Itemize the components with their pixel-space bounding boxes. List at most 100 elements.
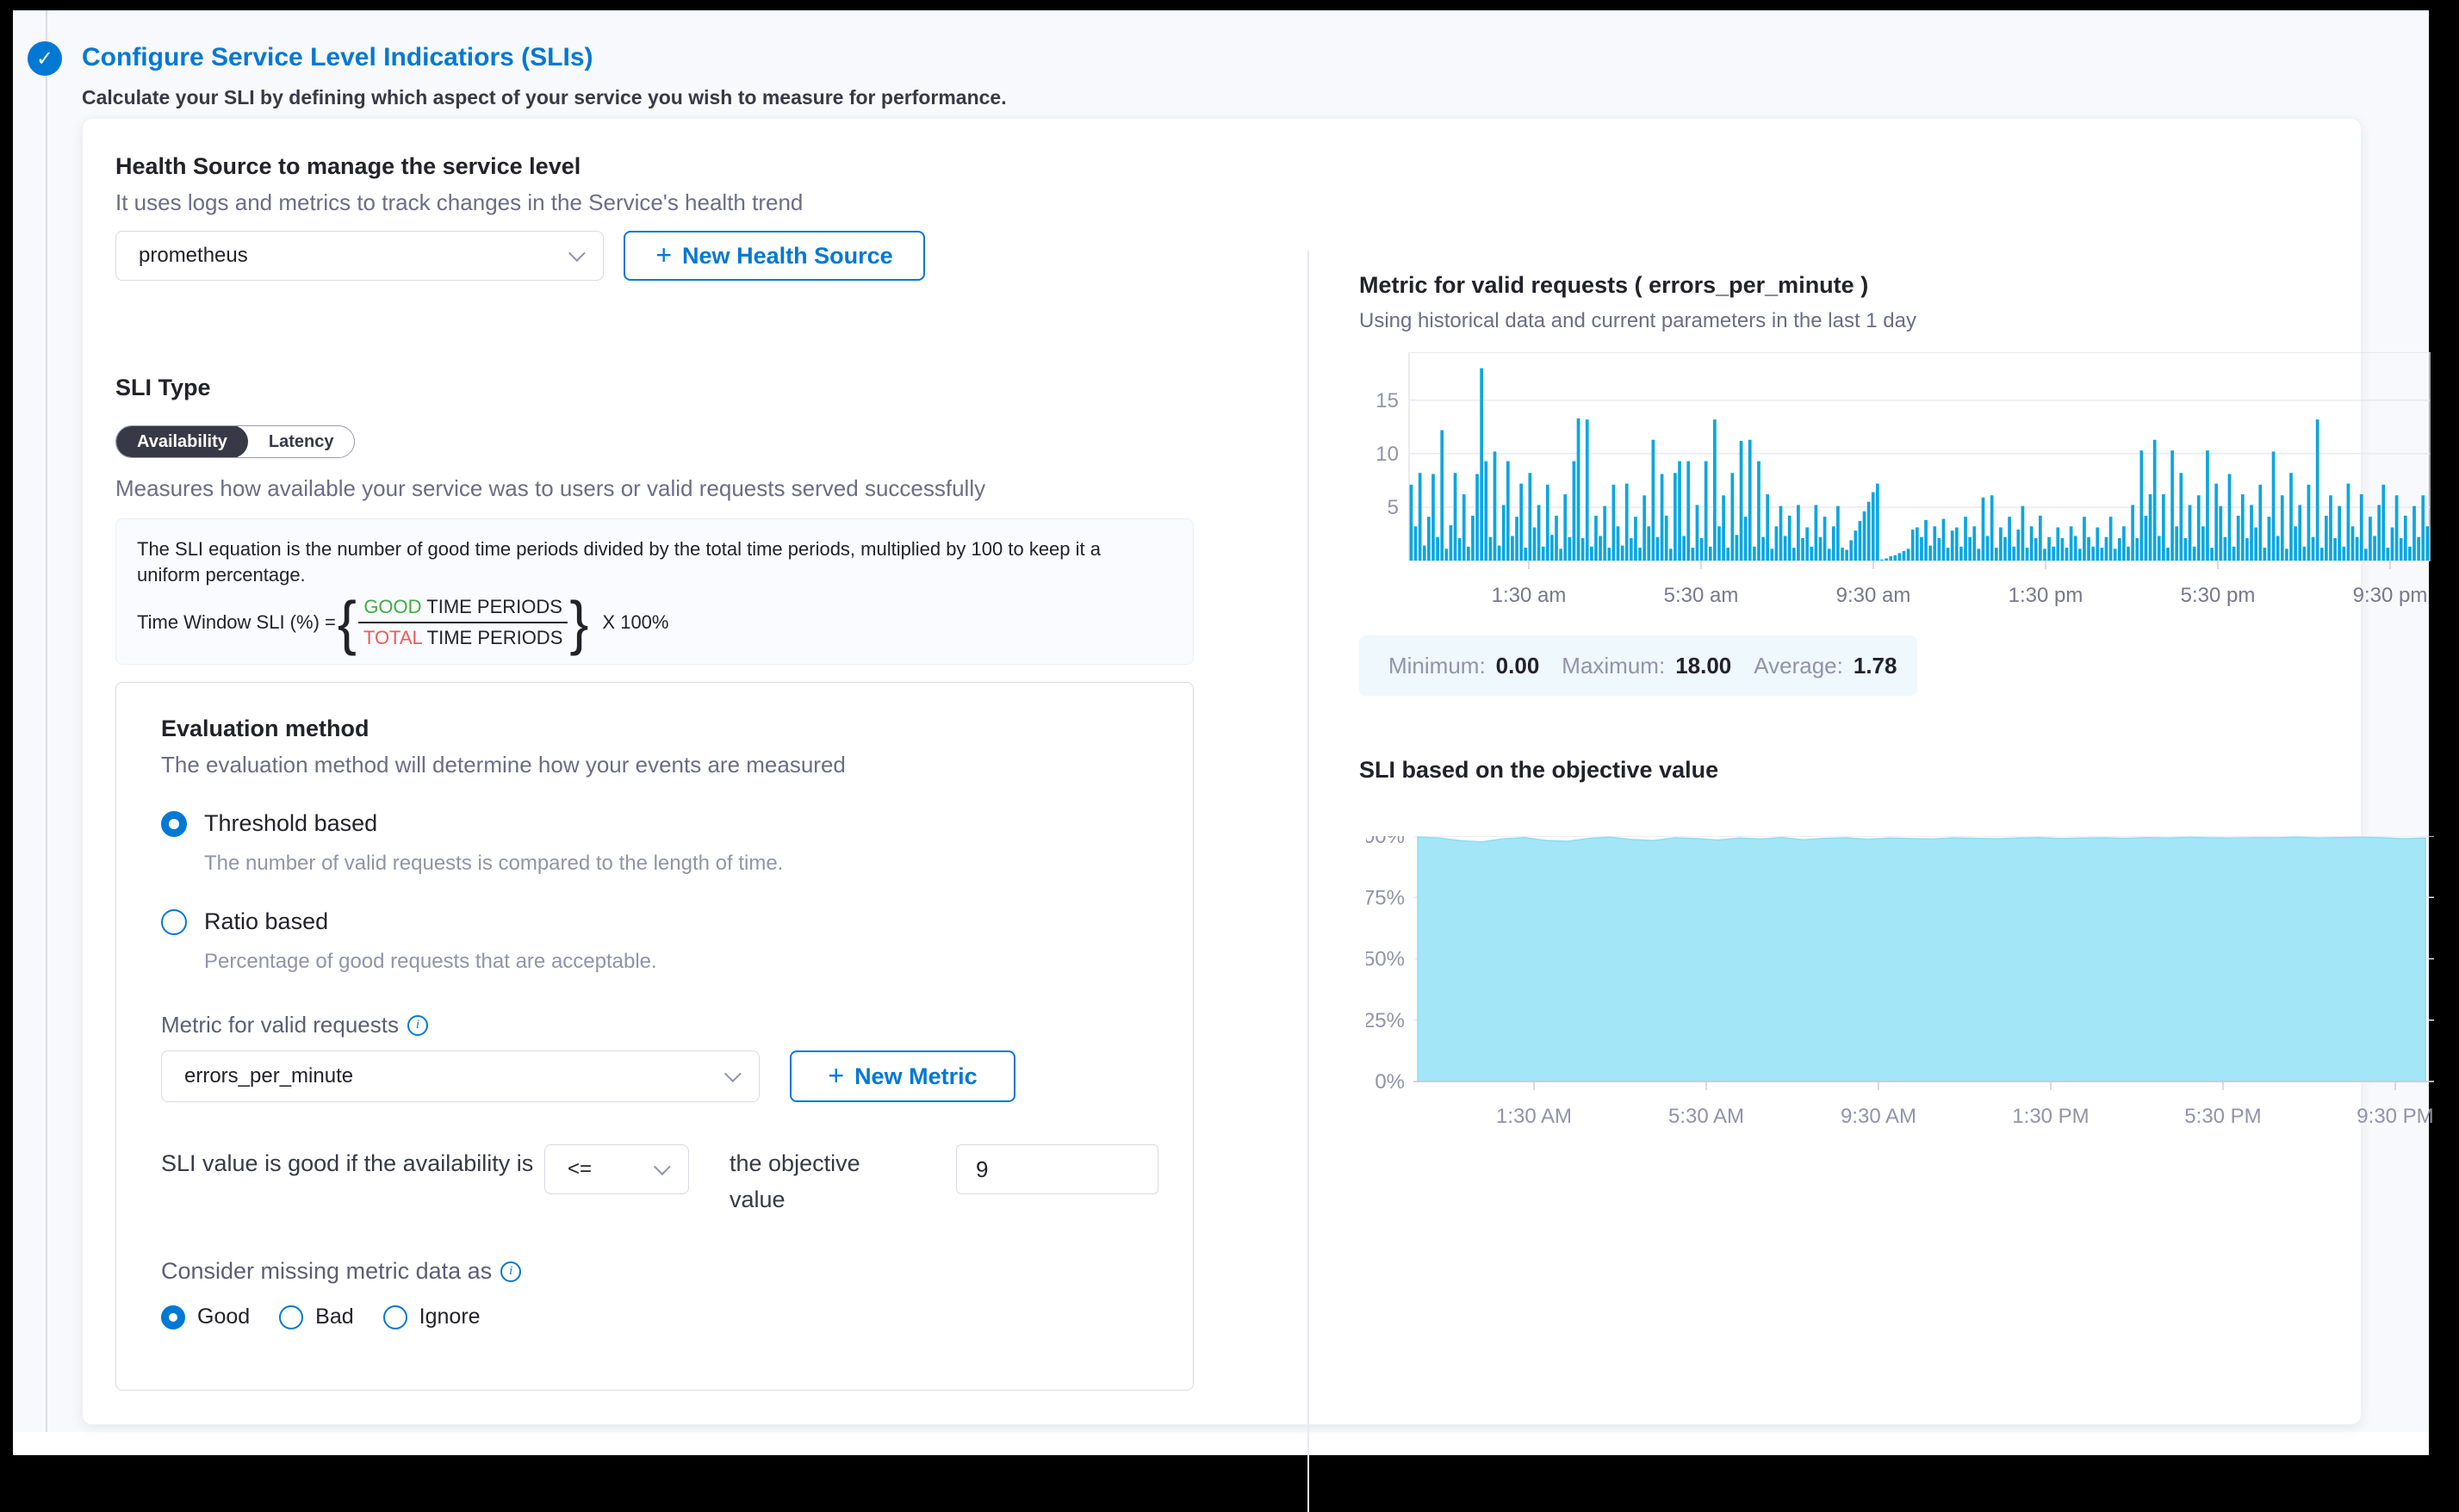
sli-area-chart: 100% 75% 50% 25% 0% 1:30 AM 5:30 AM 9:30 AM 1:30… xyxy=(1366,836,2434,1128)
bad-radio[interactable] xyxy=(279,1304,304,1329)
good-radio[interactable] xyxy=(161,1304,185,1329)
step-complete-check-icon: ✓ xyxy=(28,41,62,76)
health-source-description: It uses logs and metrics to track change… xyxy=(115,189,804,215)
column-divider xyxy=(1307,251,1309,1512)
maximum-label: Maximum: xyxy=(1562,652,1666,679)
equation-fraction: GOOD TIME PERIODS TOTAL TIME PERIODS xyxy=(358,594,568,651)
health-source-selected-value: prometheus xyxy=(139,244,248,267)
metric-select[interactable]: errors_per_minute xyxy=(161,1050,760,1102)
missing-data-radios: Good Bad Ignore xyxy=(161,1304,481,1329)
sli-type-toggle: Availability Latency xyxy=(115,425,356,458)
svg-text:5:30 AM: 5:30 AM xyxy=(1668,1105,1744,1128)
svg-text:1:30 AM: 1:30 AM xyxy=(1496,1105,1572,1128)
missing-data-label: Consider missing metric data as xyxy=(161,1258,493,1284)
info-icon[interactable]: i xyxy=(500,1261,522,1282)
missing-data-ignore-option: Ignore xyxy=(382,1304,481,1329)
evaluation-method-box: Evaluation method The evaluation method … xyxy=(115,682,1194,1391)
numerator-rest: TIME PERIODS xyxy=(421,596,562,618)
condition-prefix-text: SLI value is good if the availability is xyxy=(161,1150,534,1176)
svg-text:5:30 pm: 5:30 pm xyxy=(2181,584,2256,607)
missing-data-bad-option: Bad xyxy=(279,1304,354,1329)
svg-text:1:30 PM: 1:30 PM xyxy=(2012,1105,2089,1128)
chevron-down-icon xyxy=(723,1065,742,1083)
svg-text:10: 10 xyxy=(1375,443,1399,466)
health-source-select[interactable]: prometheus xyxy=(115,231,604,281)
sli-type-option-availability[interactable]: Availability xyxy=(116,426,248,457)
metric-preview-description: Using historical data and current parame… xyxy=(1359,309,1917,332)
sli-config-card: Health Source to manage the service leve… xyxy=(82,118,2434,1512)
good-label: Good xyxy=(197,1304,251,1329)
equation-rhs: X 100% xyxy=(602,611,669,634)
svg-text:75%: 75% xyxy=(1366,886,1405,909)
chevron-down-icon xyxy=(653,1158,671,1176)
average-value: 1.78 xyxy=(1853,652,1897,679)
ignore-radio[interactable] xyxy=(382,1304,407,1329)
ratio-based-option: Ratio based xyxy=(161,908,328,935)
svg-text:5: 5 xyxy=(1388,496,1399,519)
sli-type-description: Measures how available your service was … xyxy=(115,475,986,501)
page-subtitle: Calculate your SLI by defining which asp… xyxy=(82,86,1007,108)
svg-text:25%: 25% xyxy=(1366,1009,1405,1032)
operator-select[interactable]: <= xyxy=(544,1144,689,1194)
condition-middle-text: the objective value xyxy=(730,1150,860,1212)
svg-text:5:30 PM: 5:30 PM xyxy=(2184,1105,2261,1128)
total-time-periods-label: TOTAL xyxy=(363,627,422,649)
sli-type-heading: SLI Type xyxy=(115,375,211,400)
plus-icon: + xyxy=(828,1060,845,1091)
good-time-periods-label: GOOD xyxy=(363,596,422,618)
check-icon: ✓ xyxy=(35,46,54,71)
minimum-label: Minimum: xyxy=(1388,652,1486,679)
svg-text:5:30 am: 5:30 am xyxy=(1664,584,1739,607)
chevron-down-icon xyxy=(568,245,586,263)
health-source-heading: Health Source to manage the service leve… xyxy=(115,153,581,179)
page-title: Configure Service Level Indicatiors (SLI… xyxy=(82,43,593,71)
metric-selected-value: errors_per_minute xyxy=(184,1064,354,1088)
svg-text:1:30 pm: 1:30 pm xyxy=(2009,584,2083,607)
info-icon[interactable]: i xyxy=(407,1014,428,1036)
new-health-source-button[interactable]: + New Health Source xyxy=(624,231,925,281)
svg-text:9:30 am: 9:30 am xyxy=(1836,584,1911,607)
metric-preview-heading: Metric for valid requests ( errors_per_m… xyxy=(1359,272,1869,298)
svg-text:9:30 pm: 9:30 pm xyxy=(2353,584,2428,607)
threshold-based-radio[interactable] xyxy=(161,810,187,837)
threshold-based-option: Threshold based xyxy=(161,810,377,837)
svg-text:0%: 0% xyxy=(1375,1070,1405,1094)
metric-bar-chart: 5 10 15 1:30 am 5:30 am 9:30 am 1:30 pm 5:30 pm… xyxy=(1375,352,2431,607)
svg-text:100%: 100% xyxy=(1366,836,1405,848)
sli-type-option-latency[interactable]: Latency xyxy=(268,431,334,451)
stepper-line xyxy=(46,10,47,1432)
evaluation-method-heading: Evaluation method xyxy=(161,716,369,741)
svg-text:9:30 AM: 9:30 AM xyxy=(1841,1105,1916,1128)
metric-for-valid-requests-label: Metric for valid requests xyxy=(161,1012,399,1038)
missing-data-good-option: Good xyxy=(161,1304,250,1329)
ratio-based-radio[interactable] xyxy=(161,908,187,935)
plus-icon: + xyxy=(655,239,673,270)
ratio-based-description: Percentage of good requests that are acc… xyxy=(204,950,657,973)
sli-preview-heading: SLI based on the objective value xyxy=(1359,757,1719,783)
sli-equation: Time Window SLI (%) = { GOOD TIME PERIOD… xyxy=(137,589,669,657)
bad-label: Bad xyxy=(315,1304,354,1329)
threshold-based-description: The number of valid requests is compared… xyxy=(204,852,784,875)
svg-text:9:30 PM: 9:30 PM xyxy=(2357,1105,2433,1128)
metric-stats-bar: Minimum: 0.00 Maximum: 18.00 Average: 1.… xyxy=(1359,635,1917,696)
evaluation-method-description: The evaluation method will determine how… xyxy=(161,752,846,778)
objective-value-input[interactable] xyxy=(956,1144,1158,1194)
app-window: ✓ Configure Service Level Indicatiors (S… xyxy=(13,10,2434,1512)
operator-selected-value: <= xyxy=(568,1157,593,1180)
metric-for-valid-requests-label-row: Metric for valid requests i xyxy=(161,1012,428,1038)
ratio-based-label: Ratio based xyxy=(204,908,329,934)
maximum-value: 18.00 xyxy=(1675,652,1732,679)
sli-equation-description: The SLI equation is the number of good t… xyxy=(137,538,1101,586)
missing-data-label-row: Consider missing metric data as i xyxy=(161,1258,522,1285)
svg-text:50%: 50% xyxy=(1366,948,1405,971)
threshold-based-label: Threshold based xyxy=(204,810,378,836)
new-metric-label: New Metric xyxy=(854,1063,978,1089)
equation-lhs: Time Window SLI (%) = xyxy=(137,611,336,634)
minimum-value: 0.00 xyxy=(1495,652,1540,679)
new-metric-button[interactable]: + New Metric xyxy=(790,1050,1015,1102)
footer-strip xyxy=(13,1432,2429,1455)
sli-equation-box: The SLI equation is the number of good t… xyxy=(115,518,1194,665)
svg-text:15: 15 xyxy=(1375,389,1399,412)
denominator-rest: TIME PERIODS xyxy=(421,627,563,649)
new-health-source-label: New Health Source xyxy=(682,242,893,269)
